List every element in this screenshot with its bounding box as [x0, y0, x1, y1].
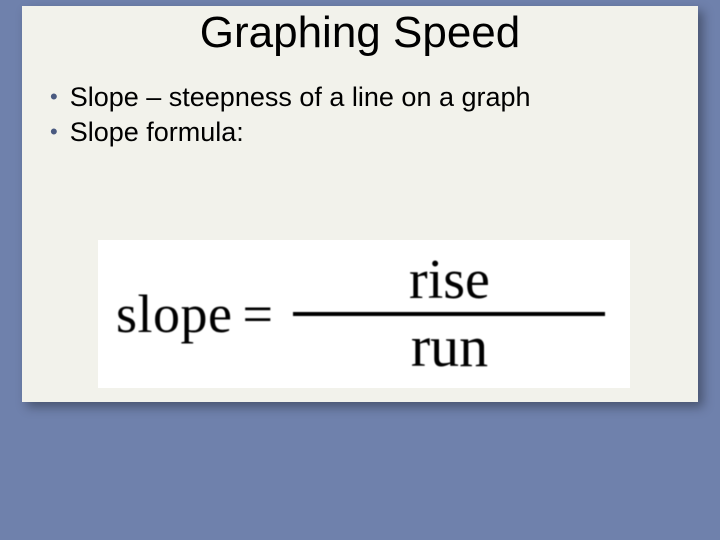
- fraction-denominator: run: [411, 318, 488, 376]
- bullet-text: Slope formula:: [70, 115, 244, 150]
- content-box: Graphing Speed • Slope – steepness of a …: [22, 6, 698, 402]
- slide: Graphing Speed • Slope – steepness of a …: [0, 0, 720, 540]
- list-item: • Slope formula:: [50, 115, 698, 150]
- formula-lhs: slope: [116, 283, 233, 345]
- bullet-text: Slope – steepness of a line on a graph: [70, 80, 531, 115]
- slide-title: Graphing Speed: [22, 8, 698, 58]
- formula-box: slope = rise run: [98, 240, 630, 388]
- fraction: rise run: [287, 252, 612, 376]
- bullet-marker-icon: •: [50, 115, 58, 149]
- equals-sign: =: [243, 283, 273, 345]
- bullet-list: • Slope – steepness of a line on a graph…: [22, 80, 698, 149]
- bullet-marker-icon: •: [50, 80, 58, 114]
- slope-formula: slope = rise run: [116, 252, 612, 376]
- fraction-numerator: rise: [409, 252, 490, 310]
- list-item: • Slope – steepness of a line on a graph: [50, 80, 698, 115]
